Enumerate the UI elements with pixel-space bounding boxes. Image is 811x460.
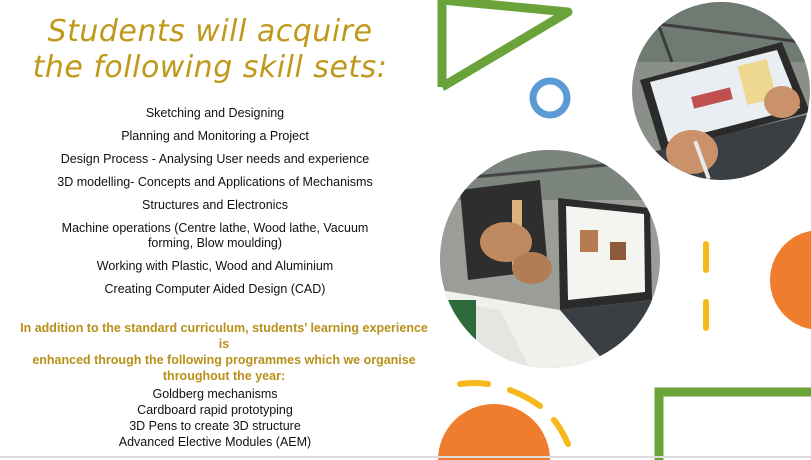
skill-list: Sketching and Designing Planning and Mon…: [20, 106, 410, 305]
green-triangle-outline: [439, 0, 573, 91]
bottom-divider: [0, 456, 811, 458]
blue-ring: [529, 77, 571, 119]
orange-half-circle-bottom: [438, 404, 550, 460]
photo-student-tablet-top: [632, 2, 810, 180]
skill-item: Working with Plastic, Wood and Aluminium: [96, 259, 334, 273]
yellow-arc-dash: [507, 387, 543, 409]
skill-item: Structures and Electronics: [142, 198, 288, 212]
green-corner-bracket: [654, 387, 811, 460]
skill-item: 3D modelling- Concepts and Applications …: [57, 175, 373, 189]
skill-item: Machine operations (Centre lathe, Wood l…: [61, 221, 369, 235]
programme-item: Cardboard rapid prototyping: [137, 403, 293, 417]
skill-item: Sketching and Designing: [145, 106, 285, 120]
programme-list: Goldberg mechanisms Cardboard rapid prot…: [20, 386, 410, 450]
programme-item: 3D Pens to create 3D structure: [129, 419, 301, 433]
skill-item: Design Process - Analysing User needs an…: [60, 152, 370, 166]
yellow-arc-dash: [457, 380, 491, 387]
skill-item: Planning and Monitoring a Project: [121, 129, 309, 143]
orange-half-circle-right: [770, 230, 811, 330]
intro-line-2: enhanced through the following programme…: [32, 353, 416, 367]
programme-item: Goldberg mechanisms: [152, 387, 278, 401]
title-line-2: the following skill sets:: [32, 50, 388, 85]
skill-item-continued: forming, Blow moulding): [147, 236, 283, 250]
yellow-arc-dash: [551, 417, 571, 447]
page-title: Students will acquire the following skil…: [20, 14, 400, 86]
intro-line-1: In addition to the standard curriculum, …: [20, 321, 428, 351]
programmes-intro: In addition to the standard curriculum, …: [14, 320, 434, 384]
title-line-1: Students will acquire: [47, 14, 373, 49]
intro-line-3: throughout the year:: [162, 369, 286, 383]
photo-students-model: [440, 150, 660, 368]
programme-item: Advanced Elective Modules (AEM): [118, 435, 312, 449]
skill-item: Creating Computer Aided Design (CAD): [104, 282, 326, 296]
